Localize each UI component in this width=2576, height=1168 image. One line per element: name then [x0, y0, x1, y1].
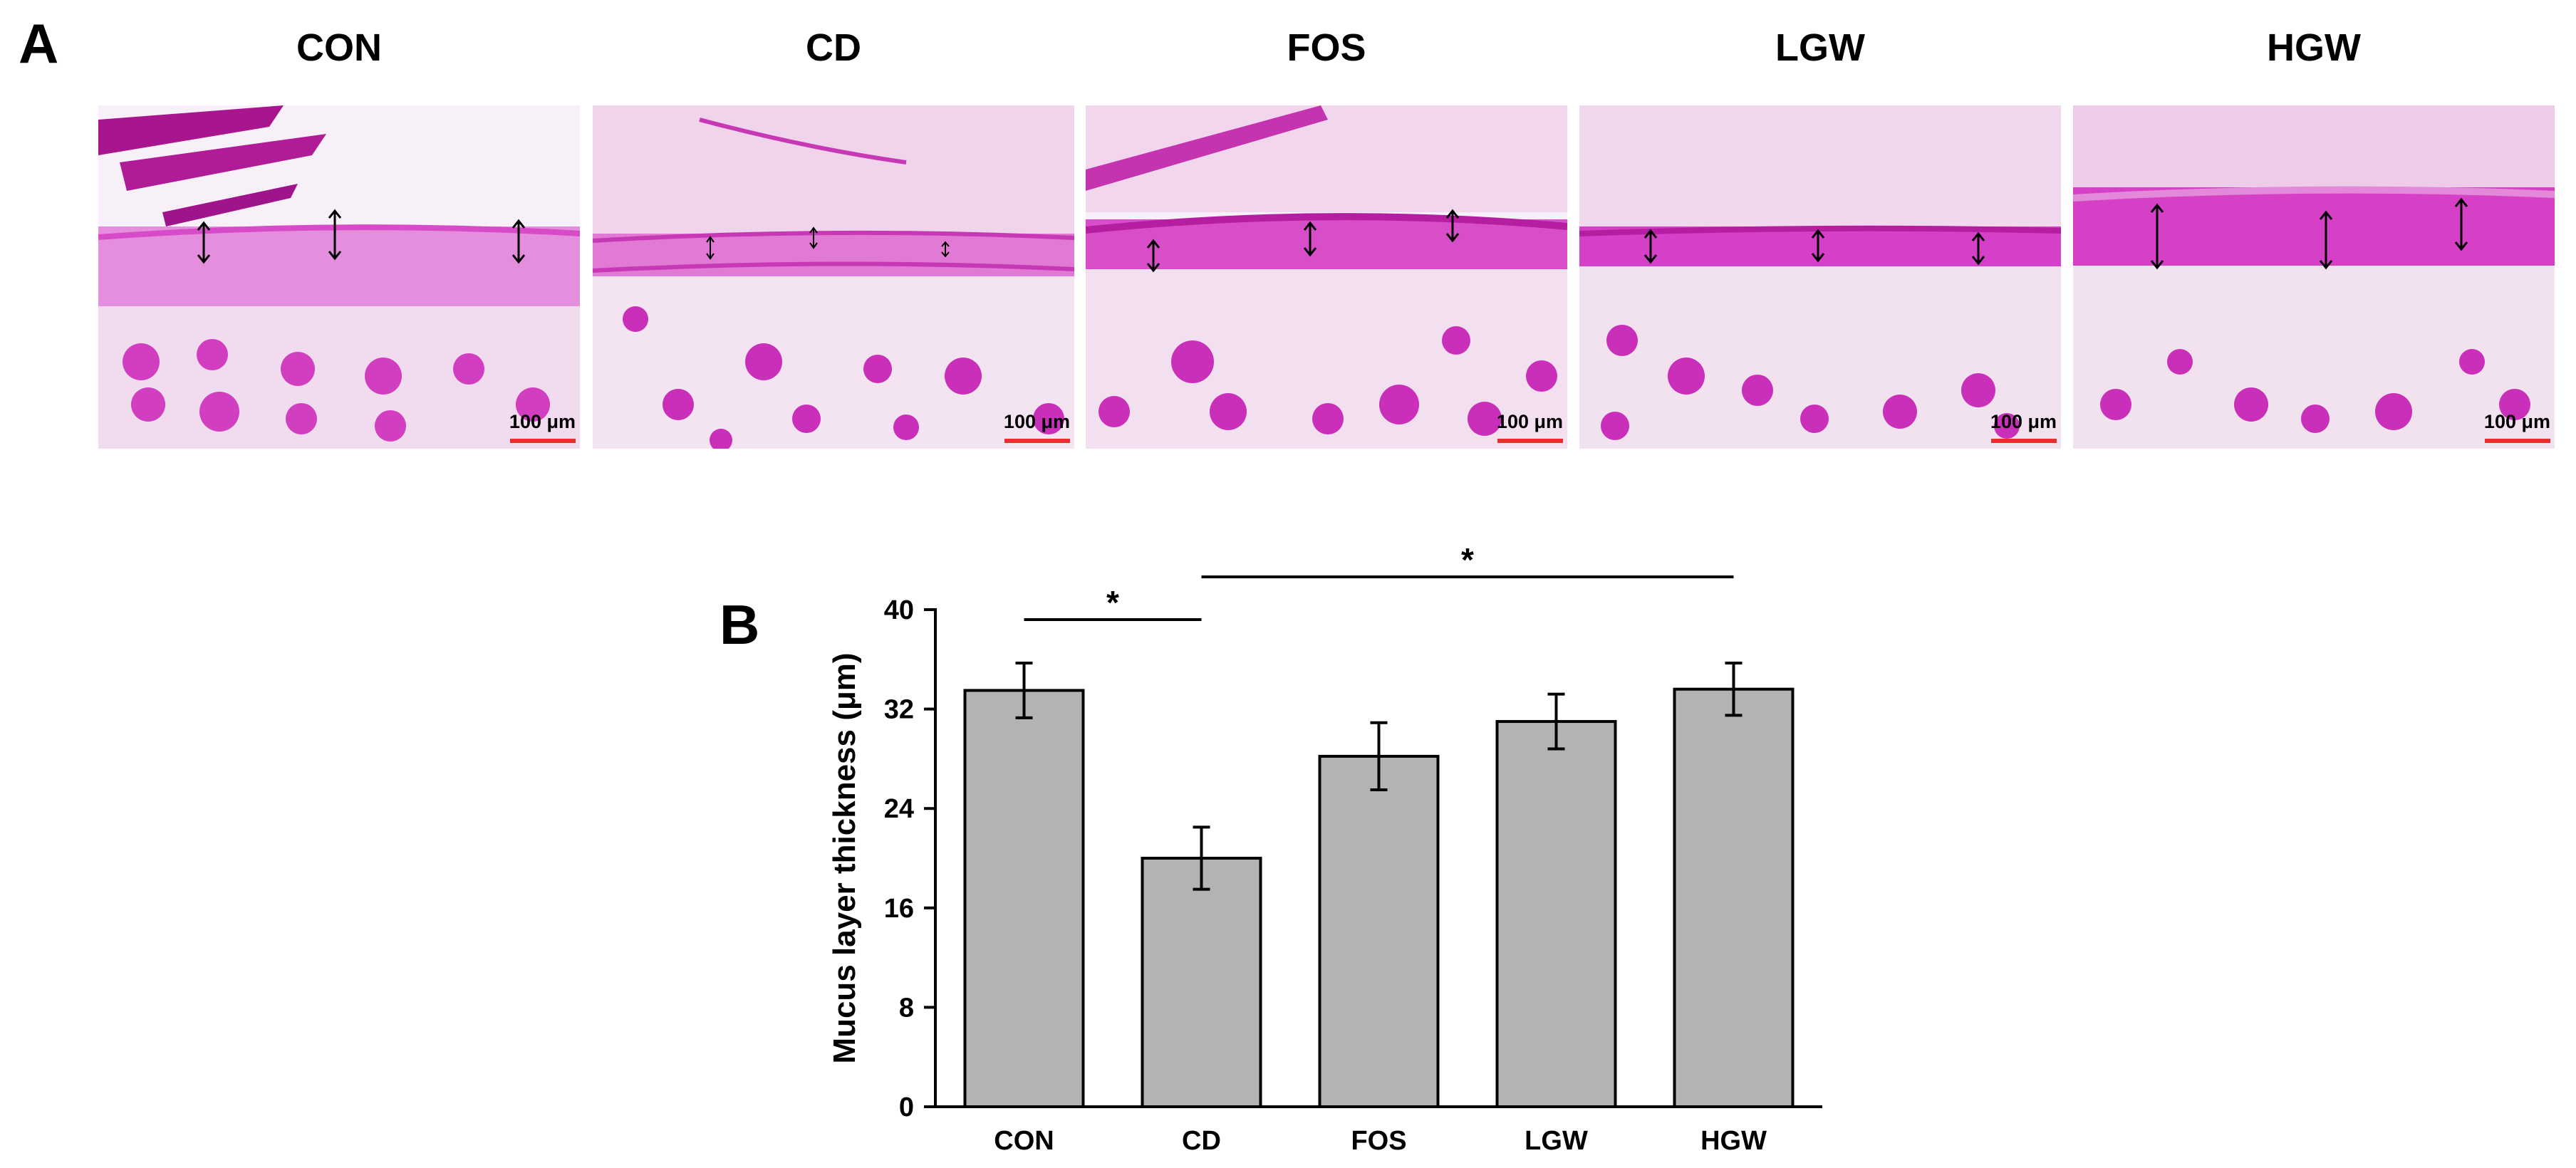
y-tick-label-40: 40	[884, 595, 914, 625]
micrograph-hgw: 100 μm	[2073, 105, 2555, 449]
group-title-con: CON	[296, 26, 382, 69]
micrograph-lgw-image	[1579, 105, 2061, 449]
micrograph-con-image	[98, 105, 580, 449]
x-tick-label-fos: FOS	[1351, 1126, 1406, 1156]
scale-bar-lgw	[1991, 439, 2057, 443]
scale-bar-fos	[1497, 439, 1563, 443]
micrograph-fos: 100 μm	[1086, 105, 1567, 449]
group-title-lgw: LGW	[1775, 26, 1865, 69]
scale-label-lgw: 100 μm	[1990, 411, 2057, 432]
panel-a-letter: A	[19, 12, 59, 75]
significance-star-cd-hgw: *	[1461, 541, 1474, 578]
group-title-hgw: HGW	[2267, 26, 2361, 69]
scale-label-con: 100 μm	[509, 411, 576, 432]
micrograph-con: 100 μm	[98, 105, 580, 449]
micrograph-cd: 100 μm	[593, 105, 1074, 449]
scale-bar-con	[510, 439, 576, 443]
x-tick-label-hgw: HGW	[1700, 1126, 1767, 1156]
bar-lgw	[1495, 720, 1617, 1108]
bar-fos	[1318, 754, 1440, 1109]
y-tick-label-16: 16	[884, 894, 914, 924]
x-tick-label-lgw: LGW	[1525, 1126, 1588, 1156]
scale-bar-hgw	[2485, 439, 2550, 443]
scale-label-cd: 100 μm	[1003, 411, 1070, 432]
x-tick-label-con: CON	[994, 1126, 1054, 1156]
micrograph-cd-image	[593, 105, 1074, 449]
group-title-cd: CD	[806, 26, 861, 69]
y-tick-label-24: 24	[884, 794, 914, 824]
significance-star-con-cd: *	[1106, 584, 1119, 621]
scale-label-fos: 100 μm	[1496, 411, 1563, 432]
micrograph-hgw-image	[2073, 105, 2555, 449]
micrograph-fos-image	[1086, 105, 1567, 449]
group-title-fos: FOS	[1287, 26, 1366, 69]
y-tick-label-32: 32	[884, 695, 914, 725]
bar-con	[963, 689, 1085, 1108]
y-tick-label-8: 8	[899, 993, 914, 1023]
bar-cd	[1141, 857, 1262, 1108]
bar-hgw	[1673, 687, 1795, 1108]
x-tick-label-cd: CD	[1182, 1126, 1221, 1156]
scale-bar-cd	[1004, 439, 1070, 443]
panel-b-letter: B	[720, 593, 760, 656]
y-tick-label-0: 0	[899, 1093, 914, 1122]
micrograph-lgw: 100 μm	[1579, 105, 2061, 449]
scale-label-hgw: 100 μm	[2483, 411, 2550, 432]
y-axis-label: Mucus layer thickness (μm)	[827, 652, 862, 1063]
